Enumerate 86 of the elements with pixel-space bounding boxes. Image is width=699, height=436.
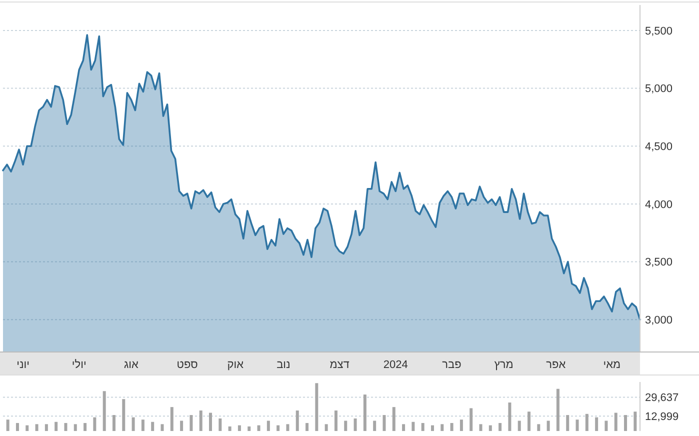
bar: [440, 424, 444, 431]
bar: [402, 424, 406, 431]
bar: [460, 420, 463, 431]
bar: [576, 420, 579, 431]
bar: [296, 410, 299, 431]
bar: [354, 418, 357, 431]
bar: [180, 420, 184, 431]
bar: [624, 415, 628, 431]
y-tick-label: 3,000: [645, 314, 673, 326]
bar: [498, 423, 502, 431]
y-tick-label: 12,999: [645, 411, 679, 424]
y-tick-label: 5,500: [645, 25, 673, 38]
bar: [151, 422, 154, 431]
bar: [479, 424, 482, 431]
bar: [132, 417, 135, 431]
x-tick-label: יוני: [16, 359, 30, 371]
bar: [54, 422, 58, 431]
bar: [170, 407, 174, 431]
bar: [306, 423, 309, 431]
bar: [604, 420, 608, 431]
bar: [412, 422, 415, 431]
bar: [595, 417, 598, 431]
bar: [392, 407, 396, 431]
bar: [373, 420, 376, 431]
y-tick-label: 4,500: [645, 140, 673, 153]
bar: [450, 423, 454, 431]
bar: [382, 415, 386, 431]
bar: [344, 420, 348, 431]
bar: [546, 420, 550, 431]
bar: [160, 424, 164, 431]
bar: [16, 423, 19, 431]
bar: [93, 417, 96, 431]
bar: [421, 423, 424, 431]
bar: [112, 415, 116, 431]
x-tick-label: מרץ: [494, 359, 514, 371]
x-tick-label: מאי: [603, 359, 621, 371]
bar: [209, 412, 212, 431]
bar: [248, 426, 251, 431]
x-tick-label: אוק: [227, 359, 244, 371]
bar: [363, 394, 366, 431]
bar: [64, 423, 68, 431]
bar: [537, 424, 540, 431]
bar: [276, 425, 280, 431]
x-tick-label: פבר: [442, 359, 462, 371]
bar: [74, 424, 77, 431]
y-tick-label: 29,637: [645, 392, 679, 404]
bar: [35, 424, 38, 431]
bar: [470, 408, 473, 431]
bar: [199, 410, 202, 431]
bar: [508, 402, 512, 431]
bar: [228, 426, 232, 431]
bar: [286, 424, 290, 431]
bar: [84, 423, 87, 431]
bar: [566, 415, 570, 431]
bar: [324, 424, 328, 431]
x-tick-label: ספט: [176, 359, 198, 371]
x-tick-label: אפר: [546, 359, 566, 371]
y-tick-label: 5,000: [645, 83, 673, 96]
bar: [6, 420, 10, 431]
bar: [518, 420, 521, 431]
bar: [585, 414, 588, 431]
bar: [218, 418, 222, 431]
bar: [44, 424, 48, 431]
bar: [257, 425, 260, 431]
bar: [430, 425, 434, 431]
bar: [315, 383, 318, 431]
bar: [26, 425, 29, 431]
bar: [122, 399, 126, 431]
bar: [556, 388, 560, 431]
y-tick-label: 4,000: [645, 198, 673, 211]
bar: [141, 420, 144, 431]
y-tick-label: 3,500: [645, 256, 673, 269]
bar: [102, 391, 106, 431]
bar: [334, 410, 338, 431]
x-tick-label: 2024: [383, 359, 408, 371]
bar: [266, 420, 270, 431]
x-tick-label: דצמ: [330, 359, 350, 371]
bar: [190, 415, 193, 431]
bar: [528, 412, 531, 431]
bar: [634, 412, 637, 431]
bar: [238, 425, 241, 431]
bar: [614, 412, 618, 431]
bar: [488, 425, 492, 431]
x-tick-label: נוב: [276, 359, 290, 371]
x-tick-label: אוג: [124, 359, 138, 371]
x-tick-label: יולי: [72, 359, 86, 371]
